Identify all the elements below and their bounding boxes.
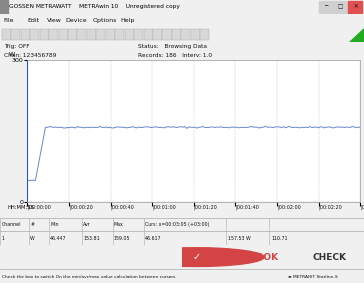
Text: ≡ METRAHIT Starline-S: ≡ METRAHIT Starline-S [288, 275, 337, 279]
Bar [124, 29, 134, 40]
Bar [318, 1, 332, 13]
Text: 46.617: 46.617 [145, 235, 161, 241]
Bar [78, 29, 87, 40]
Text: |00:01:00: |00:01:00 [152, 205, 176, 210]
Bar [172, 29, 181, 40]
Bar [30, 29, 39, 40]
Text: |00:01:20: |00:01:20 [194, 205, 218, 210]
Bar [40, 29, 49, 40]
Wedge shape [128, 248, 264, 267]
Text: Min: Min [50, 222, 59, 227]
Bar [49, 29, 58, 40]
Bar [191, 29, 200, 40]
Text: W: W [30, 235, 35, 241]
Text: |00:02:40: |00:02:40 [360, 205, 364, 210]
Bar [115, 29, 124, 40]
Bar [181, 29, 190, 40]
Text: |00:02:20: |00:02:20 [319, 205, 343, 210]
Text: 157.53 W: 157.53 W [228, 235, 250, 241]
Bar [96, 29, 106, 40]
Bar [87, 29, 96, 40]
Text: |00:00:20: |00:00:20 [69, 205, 93, 210]
Text: Check the box to switch On the min/avr/max value calculation between cursors: Check the box to switch On the min/avr/m… [2, 275, 175, 279]
Text: ✓: ✓ [192, 252, 200, 262]
Text: CHECK: CHECK [312, 253, 346, 261]
Text: Channel: Channel [2, 222, 21, 227]
Bar [348, 1, 362, 13]
Bar [11, 29, 20, 40]
Text: Chan: 123456789: Chan: 123456789 [4, 53, 56, 58]
Text: HH:MM:SS: HH:MM:SS [7, 205, 34, 210]
Text: 153.81: 153.81 [83, 235, 100, 241]
Text: |00:00:40: |00:00:40 [111, 205, 134, 210]
Bar [200, 29, 209, 40]
Bar [333, 1, 347, 13]
Bar [143, 29, 153, 40]
Text: Records: 186   Interv: 1.0: Records: 186 Interv: 1.0 [138, 53, 213, 58]
Text: Edit: Edit [27, 18, 39, 23]
Text: Status:   Browsing Data: Status: Browsing Data [138, 44, 207, 49]
Bar [162, 29, 171, 40]
Text: View: View [47, 18, 62, 23]
Bar [68, 29, 77, 40]
Text: ─: ─ [324, 5, 327, 9]
Text: Curs: x=00:03:05 (+03:00): Curs: x=00:03:05 (+03:00) [145, 222, 209, 227]
Text: |00:02:00: |00:02:00 [277, 205, 301, 210]
Text: □: □ [338, 5, 343, 9]
Text: |00:01:40: |00:01:40 [236, 205, 259, 210]
Text: |00:00:00: |00:00:00 [27, 205, 51, 210]
Text: 110.71: 110.71 [271, 235, 288, 241]
Text: Device: Device [66, 18, 87, 23]
Text: NOTEBOOK: NOTEBOOK [221, 253, 278, 261]
Polygon shape [349, 28, 364, 42]
Text: 159.05: 159.05 [114, 235, 130, 241]
Text: Trig: OFF: Trig: OFF [4, 44, 29, 49]
Bar [21, 29, 30, 40]
Text: Avr: Avr [83, 222, 91, 227]
Text: #: # [30, 222, 34, 227]
Text: ✕: ✕ [353, 5, 357, 9]
Bar [2, 29, 11, 40]
Text: Max: Max [114, 222, 124, 227]
Text: Options: Options [93, 18, 117, 23]
Bar [153, 29, 162, 40]
Text: 1: 1 [2, 235, 5, 241]
Bar [106, 29, 115, 40]
Bar [59, 29, 68, 40]
Text: GOSSEN METRAWATT    METRAwin 10    Unregistered copy: GOSSEN METRAWATT METRAwin 10 Unregistere… [9, 5, 180, 9]
Text: Help: Help [120, 18, 134, 23]
Text: File: File [4, 18, 14, 23]
Text: W: W [9, 52, 15, 57]
Text: 46.447: 46.447 [50, 235, 67, 241]
Bar [0, 0, 8, 14]
Bar [134, 29, 143, 40]
